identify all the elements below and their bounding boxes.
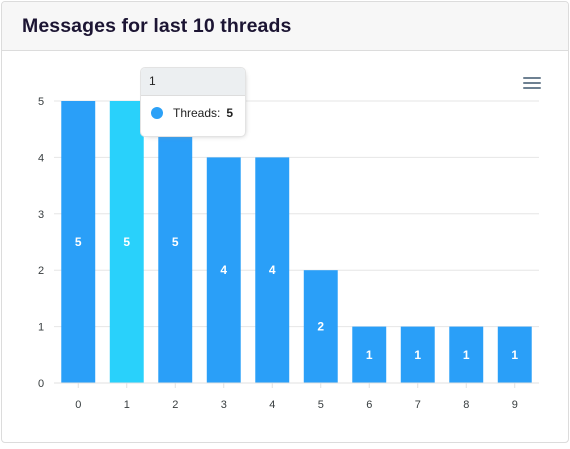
- x-tick-label: 9: [512, 399, 518, 411]
- x-tick-label: 5: [318, 399, 324, 411]
- bar-series: [61, 101, 532, 383]
- x-tick-label: 4: [269, 399, 275, 411]
- tooltip-marker: [151, 107, 163, 119]
- x-tick-label: 2: [172, 399, 178, 411]
- y-tick-label: 0: [38, 378, 44, 390]
- bar[interactable]: [158, 101, 193, 383]
- bar[interactable]: [303, 270, 338, 383]
- x-tick-label: 0: [75, 399, 81, 411]
- x-tick-label: 8: [463, 399, 469, 411]
- x-tick-label: 1: [124, 399, 130, 411]
- y-tick-label: 1: [38, 322, 44, 334]
- data-label: 2: [317, 320, 324, 334]
- y-axis: 0 1 2 3 4 5: [38, 96, 44, 390]
- x-tick-label: 7: [415, 399, 421, 411]
- bar[interactable]: [206, 157, 241, 383]
- menu-line: [523, 87, 541, 89]
- menu-line: [523, 82, 541, 84]
- bar[interactable]: [497, 326, 532, 383]
- bar[interactable]: [255, 157, 290, 383]
- data-label: 1: [366, 348, 373, 362]
- tooltip-series-label: Threads:: [173, 106, 221, 120]
- x-tick-label: 3: [221, 399, 227, 411]
- bar[interactable]: [400, 326, 435, 383]
- card-header: Messages for last 10 threads: [2, 2, 568, 51]
- data-label: 4: [269, 263, 276, 277]
- tooltip-series-row: Threads: 5: [141, 96, 245, 120]
- bar[interactable]: [61, 101, 96, 383]
- data-label: 1: [463, 348, 470, 362]
- hamburger-menu-icon[interactable]: [523, 77, 541, 91]
- y-tick-label: 3: [38, 209, 44, 221]
- x-tick-label: 6: [366, 399, 372, 411]
- data-label: 5: [172, 235, 179, 249]
- bar[interactable]: [449, 326, 484, 383]
- data-labels: 5 5 5 4 4 2 1 1 1 1: [75, 235, 519, 362]
- tooltip-value: 5: [226, 106, 234, 120]
- data-label: 4: [220, 263, 227, 277]
- x-axis: 0 1 2 3 4 5 6 7 8 9: [54, 382, 539, 411]
- bar[interactable]: [109, 101, 144, 383]
- page-title: Messages for last 10 threads: [22, 14, 292, 37]
- data-label: 1: [511, 348, 518, 362]
- data-label: 5: [123, 235, 130, 249]
- y-tick-label: 2: [38, 265, 44, 277]
- tooltip-title: 1: [141, 68, 245, 96]
- menu-line: [523, 77, 541, 79]
- data-label: 1: [414, 348, 421, 362]
- data-label: 5: [75, 235, 82, 249]
- chart-tooltip: 1 Threads: 5: [140, 67, 246, 137]
- y-tick-label: 5: [38, 96, 44, 108]
- bar[interactable]: [352, 326, 387, 383]
- y-tick-label: 4: [38, 152, 44, 164]
